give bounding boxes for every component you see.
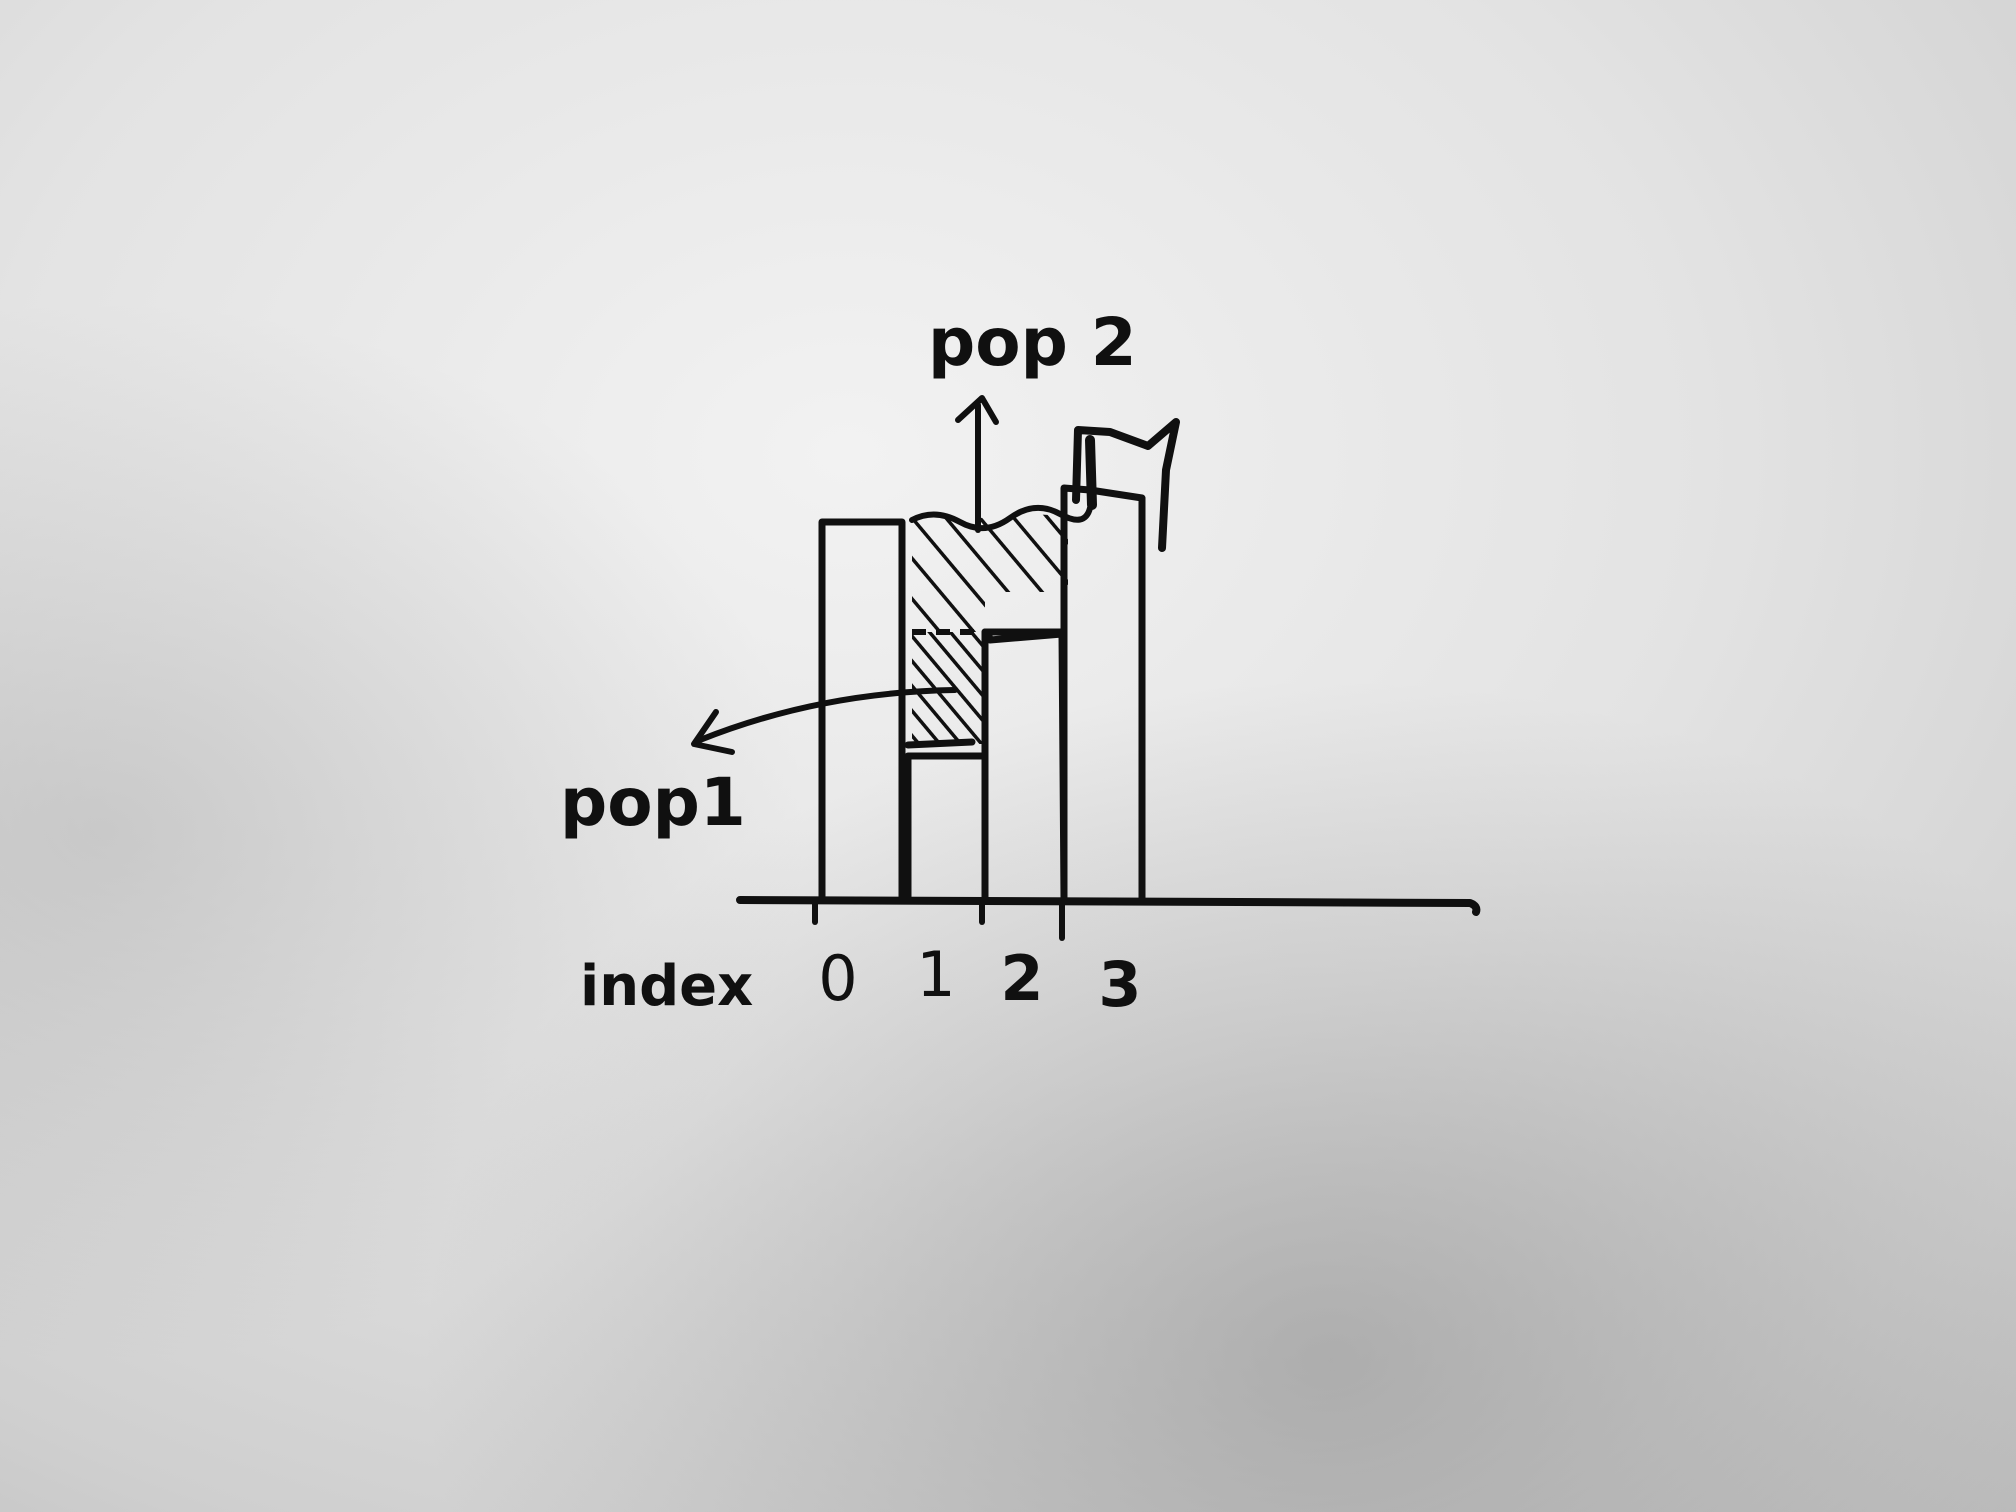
baseline-axis bbox=[736, 896, 1481, 916]
pop2-arrowhead bbox=[955, 395, 999, 425]
index-tick-label-0: 0 bbox=[818, 942, 857, 1015]
pop2-label: pop 2 bbox=[928, 304, 1137, 381]
bar-0 bbox=[818, 518, 906, 902]
bar-3-extension bbox=[1072, 418, 1180, 552]
index-tick-label-1: 1 bbox=[916, 938, 955, 1011]
hatched-area-upper bbox=[912, 514, 1068, 632]
bar-1-cap bbox=[904, 738, 976, 749]
pop1-arrow-curve bbox=[697, 687, 958, 743]
index-tick-label-2: 2 bbox=[1000, 942, 1043, 1015]
pop1-arrowhead bbox=[691, 709, 735, 755]
wavy-top-line bbox=[909, 505, 1093, 531]
bar-3-extension-stem bbox=[1085, 435, 1097, 510]
index-axis-label: index bbox=[580, 954, 753, 1019]
pop1-label: pop1 bbox=[560, 764, 746, 841]
index-tick-label-3: 3 bbox=[1098, 948, 1141, 1021]
